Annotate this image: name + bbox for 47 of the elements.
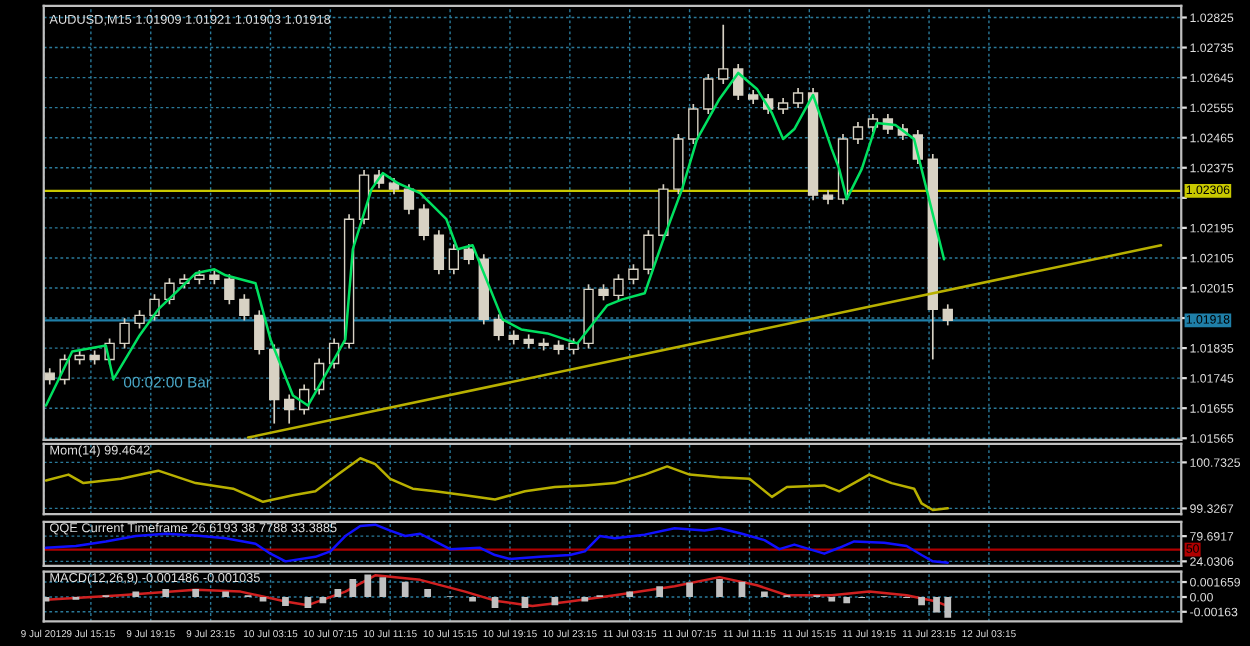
line-series: [44, 523, 950, 564]
bar: [424, 588, 432, 598]
candlestick: [134, 309, 145, 330]
candlestick: [433, 229, 445, 276]
candlestick: [254, 309, 265, 356]
candlestick: [613, 273, 624, 302]
candlestick: [119, 317, 130, 350]
candlestick: [239, 293, 250, 322]
bar: [349, 578, 357, 598]
candlestick: [718, 24, 729, 85]
bar: [222, 591, 229, 598]
candlestick: [852, 121, 864, 145]
candlestick: [493, 313, 504, 342]
candlestick: [448, 243, 460, 276]
bar: [334, 588, 342, 598]
bar: [716, 578, 723, 598]
bar: [491, 597, 499, 608]
bar: [933, 597, 940, 613]
candlestick: [418, 203, 430, 242]
bar: [656, 586, 664, 598]
bar: [379, 577, 387, 598]
line-series: [44, 574, 950, 608]
bar: [282, 597, 289, 607]
candlestick: [658, 183, 669, 242]
candlestick: [628, 263, 639, 286]
candlestick: [224, 273, 235, 306]
bar: [304, 597, 312, 608]
candlestick: [688, 103, 699, 145]
candlestick: [942, 303, 953, 327]
bar: [401, 581, 409, 598]
candlestick: [463, 243, 475, 266]
bar: [918, 597, 925, 606]
candlestick: [703, 73, 714, 115]
candlestick: [792, 87, 804, 109]
bar: [132, 591, 140, 598]
candlestick: [284, 393, 295, 425]
bar: [686, 582, 693, 598]
bar: [162, 588, 170, 598]
bar: [843, 597, 851, 604]
bar: [192, 588, 200, 598]
bar: [626, 591, 634, 598]
bar: [761, 591, 768, 598]
candlestick: [643, 229, 654, 276]
candlestick: [164, 277, 175, 306]
bar: [521, 597, 529, 608]
line-series: [44, 456, 950, 512]
candlestick: [403, 183, 415, 216]
